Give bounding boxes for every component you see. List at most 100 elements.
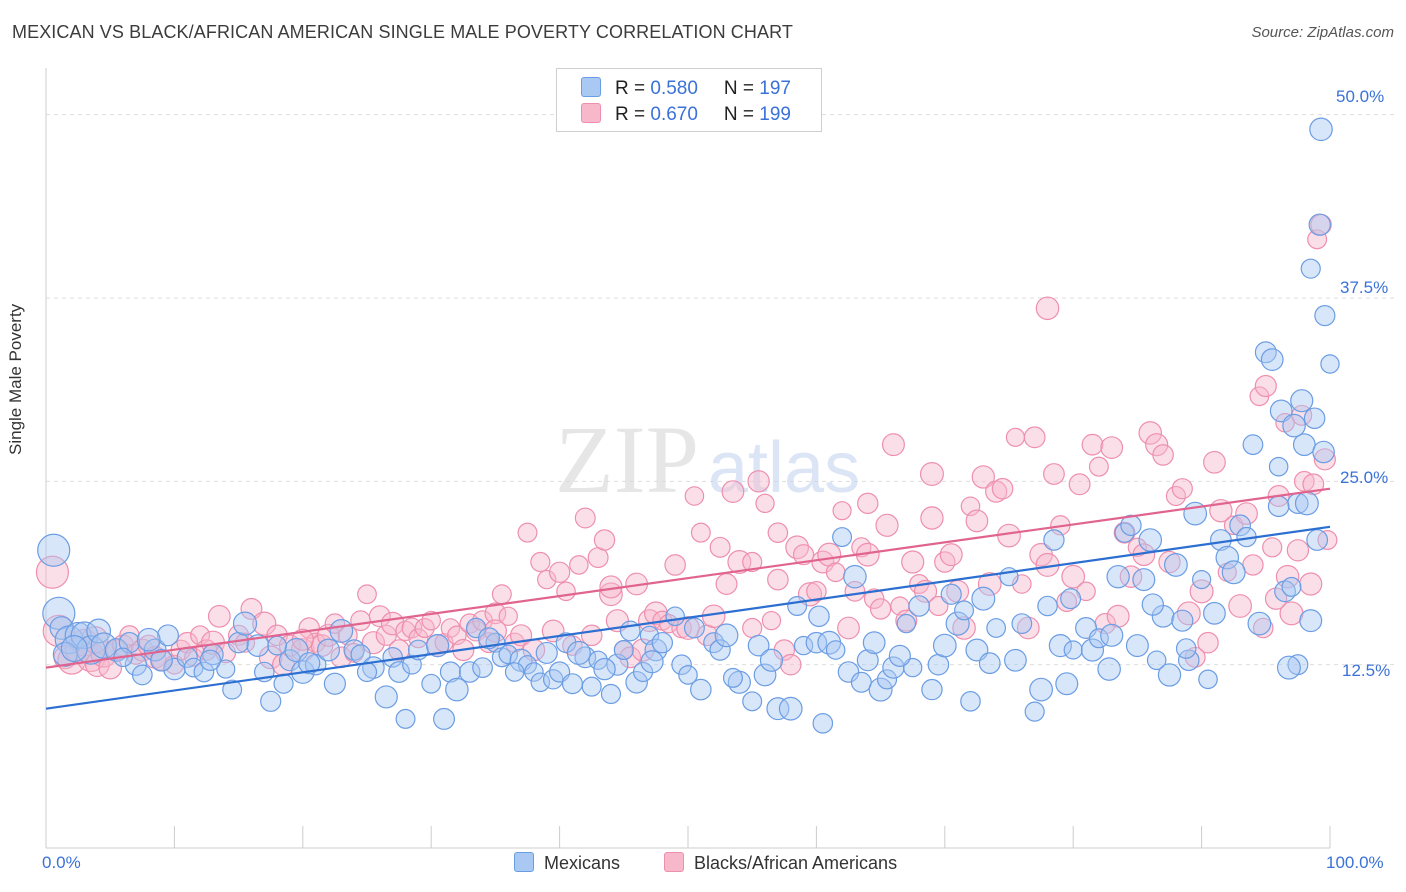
- mexicans-point: [1268, 456, 1289, 477]
- mexicans-point: [1282, 413, 1306, 438]
- blacks-point: [920, 506, 944, 530]
- blacks-point: [715, 572, 738, 595]
- blacks-point: [207, 604, 231, 628]
- bottom-legend-label-blacks: Blacks/African Americans: [694, 853, 898, 873]
- mexicans-point: [1048, 633, 1072, 658]
- mexicans-point: [1146, 650, 1167, 671]
- mexicans-point: [1060, 588, 1082, 610]
- blacks-point: [1145, 433, 1169, 457]
- mexicans-point: [1260, 348, 1284, 372]
- blacks-point: [1228, 594, 1253, 618]
- mexicans-point: [665, 606, 685, 627]
- mexicans-point: [477, 627, 500, 650]
- mexicans-point: [1120, 514, 1142, 537]
- mexicans-point: [426, 633, 450, 658]
- blacks-point: [1203, 450, 1226, 474]
- blacks-point: [837, 616, 860, 640]
- mexicans-point: [1097, 657, 1121, 681]
- mexicans-point: [222, 679, 243, 700]
- mexicans-point: [1215, 545, 1240, 570]
- blacks-point: [350, 610, 371, 632]
- blacks-point: [690, 522, 711, 543]
- blacks-point: [375, 624, 397, 646]
- trend-line-blacks: [45, 487, 1331, 669]
- legend-swatch-blue: [581, 77, 601, 97]
- mexicans-point: [1171, 609, 1194, 632]
- blacks-point: [863, 588, 885, 609]
- mexicans-point: [825, 640, 846, 660]
- mexicans-point: [986, 618, 1007, 638]
- mexicans-point: [193, 661, 215, 683]
- mexicans-point: [625, 670, 648, 694]
- mexicans-point: [1203, 601, 1226, 625]
- axes: [45, 68, 1331, 849]
- mexicans-point: [1303, 407, 1326, 430]
- blacks-point: [252, 611, 277, 636]
- blacks-point: [484, 602, 507, 625]
- mexicans-point: [850, 671, 872, 693]
- mexicans-point: [1292, 433, 1316, 457]
- blacks-point: [1056, 591, 1078, 612]
- mexicans-point: [1269, 399, 1293, 423]
- x-tick-label-min: 0.0%: [42, 853, 81, 872]
- mexicans-point: [216, 659, 236, 679]
- mexicans-point: [232, 611, 258, 636]
- mexicans-point: [421, 673, 442, 694]
- blacks-point: [881, 433, 905, 457]
- mexicans-point: [1247, 611, 1272, 636]
- mexicans-point: [722, 667, 743, 688]
- blacks-point: [792, 544, 815, 566]
- bottom-legend-mexicans: Mexicans: [514, 852, 620, 874]
- blacks-point: [901, 550, 925, 574]
- bottom-legend-swatch-blue: [514, 852, 534, 872]
- mexicans-point: [555, 632, 577, 654]
- x-tick-label-max: 100.0%: [1326, 853, 1384, 872]
- mexicans-point: [862, 631, 886, 655]
- mexicans-point: [832, 527, 853, 548]
- blacks-point: [483, 619, 507, 643]
- legend-n-value: 199: [759, 104, 791, 125]
- blacks-point: [1043, 463, 1065, 485]
- blacks-point: [767, 568, 789, 591]
- mexicans-point: [632, 661, 654, 683]
- mexicans-point: [1254, 341, 1277, 364]
- blacks-point: [825, 562, 846, 583]
- mexicans-point: [581, 676, 602, 697]
- mexicans-point: [843, 564, 867, 589]
- y-tick-label-37-5: 37.5%: [1340, 278, 1389, 297]
- mexicans-point: [671, 654, 692, 675]
- mexicans-point: [753, 663, 777, 687]
- mexicans-point: [374, 685, 398, 709]
- mexicans-point: [1242, 434, 1264, 456]
- mexicans-point: [1024, 701, 1045, 722]
- trend-line-mexicans: [45, 525, 1331, 710]
- mexicans-point: [932, 633, 957, 658]
- mexicans-point: [530, 672, 551, 693]
- blacks-point: [1197, 631, 1219, 654]
- mexicans-point: [971, 586, 996, 611]
- mexicans-point: [613, 639, 634, 660]
- blacks-point: [747, 470, 770, 493]
- blacks-point: [1286, 539, 1310, 562]
- blacks-point: [1299, 572, 1323, 596]
- mexicans-point: [1125, 634, 1149, 658]
- blacks-point: [832, 501, 852, 521]
- blacks-point: [530, 551, 551, 573]
- blacks-point: [1061, 564, 1086, 589]
- blacks-point: [991, 477, 1014, 500]
- blacks-point: [408, 628, 429, 649]
- mexicans-point: [535, 641, 558, 665]
- blacks-point: [869, 598, 892, 620]
- mexicans-point: [793, 635, 814, 656]
- mexicans-point: [651, 631, 674, 654]
- mexicans-point: [1299, 609, 1323, 633]
- blacks-point: [1023, 426, 1046, 449]
- mexicans-point: [921, 678, 943, 701]
- blacks-point: [755, 493, 775, 514]
- mexicans-point: [954, 600, 975, 621]
- blacks-point: [491, 584, 512, 605]
- mexicans-point: [808, 605, 830, 628]
- mexicans-point: [1080, 638, 1105, 662]
- mexicans-point: [683, 617, 705, 639]
